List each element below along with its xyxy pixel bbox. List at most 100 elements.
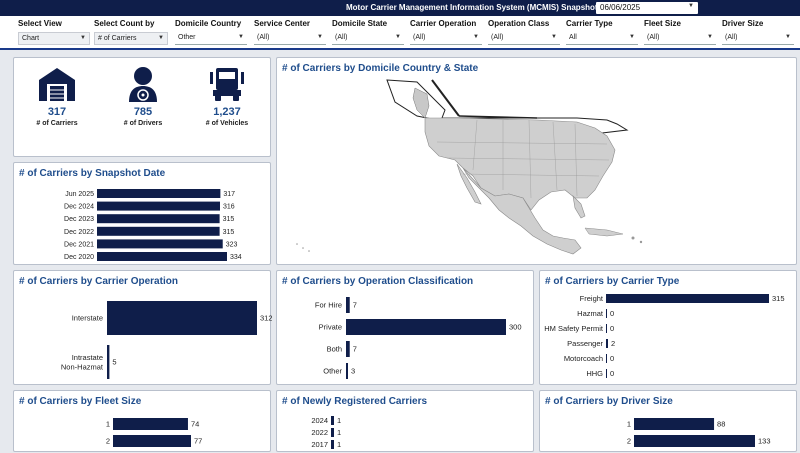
filter-value: Chart bbox=[22, 35, 40, 42]
category-label: Both bbox=[327, 345, 342, 354]
operation-bar-chart: Interstate 312 Intrastate Non-Hazmat 5 bbox=[61, 301, 272, 379]
bar[interactable] bbox=[331, 440, 334, 449]
bar[interactable] bbox=[346, 297, 350, 313]
carrier-type-dropdown[interactable]: All ▼ bbox=[566, 32, 638, 45]
page-title: Motor Carrier Management Information Sys… bbox=[346, 3, 620, 12]
driver-chart-card: # of Carriers by Driver Size 1 88 2 133 bbox=[539, 390, 797, 452]
category-label: Interstate bbox=[72, 314, 103, 323]
snapshot-date-select[interactable]: 06/06/2025 ▼ bbox=[596, 2, 698, 14]
bar[interactable] bbox=[97, 252, 227, 261]
bar[interactable] bbox=[606, 294, 769, 303]
filter-carrier-type: Carrier Type All ▼ bbox=[566, 19, 638, 45]
bar[interactable] bbox=[97, 226, 220, 236]
filter-label: Select View bbox=[18, 19, 62, 28]
chart-title: # of Carriers by Driver Size bbox=[545, 396, 673, 407]
chevron-down-icon: ▼ bbox=[395, 34, 401, 40]
category-label: Dec 2020 bbox=[64, 254, 94, 261]
newreg-bar-chart: 2024 1 2022 1 2017 1 bbox=[311, 416, 341, 449]
filter-value: # of Carriers bbox=[98, 35, 137, 42]
bar[interactable] bbox=[97, 201, 220, 211]
truck-icon bbox=[210, 68, 244, 101]
select-view-dropdown[interactable]: Chart ▼ bbox=[18, 32, 90, 45]
bar[interactable] bbox=[331, 416, 334, 425]
data-label: 312 bbox=[260, 314, 272, 323]
bar[interactable] bbox=[346, 319, 506, 335]
filter-label: Service Center bbox=[254, 19, 311, 28]
bar[interactable] bbox=[634, 435, 755, 447]
category-label: Hazmat bbox=[577, 309, 604, 318]
chevron-down-icon: ▼ bbox=[317, 34, 323, 40]
mexico[interactable] bbox=[462, 167, 582, 255]
chevron-down-icon: ▼ bbox=[785, 34, 791, 40]
bar[interactable] bbox=[634, 418, 715, 430]
filter-label: Domicile State bbox=[332, 19, 388, 28]
us-canada-border bbox=[458, 115, 538, 119]
driver-icon bbox=[129, 67, 157, 102]
category-label: Intrastate Non-Hazmat bbox=[61, 353, 104, 372]
florida bbox=[572, 195, 586, 219]
domicile-state-dropdown[interactable]: (All) ▼ bbox=[332, 32, 404, 45]
bar[interactable] bbox=[346, 363, 348, 379]
chevron-down-icon: ▼ bbox=[238, 34, 244, 40]
filter-driver-size: Driver Size (All) ▼ bbox=[722, 19, 794, 45]
bar[interactable] bbox=[107, 345, 110, 379]
island-dot bbox=[308, 250, 310, 252]
data-label: 300 bbox=[509, 323, 522, 332]
kpi-label: # of Carriers bbox=[36, 120, 78, 127]
bar[interactable] bbox=[606, 354, 607, 363]
category-label: For Hire bbox=[315, 301, 342, 310]
building-icon bbox=[39, 68, 75, 101]
bar[interactable] bbox=[97, 189, 221, 198]
kpi-value: 317 bbox=[47, 106, 67, 118]
opclass-chart-card: # of Carriers by Operation Classificatio… bbox=[276, 270, 534, 385]
bar[interactable] bbox=[606, 369, 607, 378]
count-by-dropdown[interactable]: # of Carriers ▼ bbox=[94, 32, 168, 45]
category-label: 1 bbox=[106, 420, 110, 429]
category-label: Dec 2022 bbox=[64, 229, 94, 236]
service-center-dropdown[interactable]: (All) ▼ bbox=[254, 32, 326, 45]
bar[interactable] bbox=[107, 301, 257, 335]
filter-label: Fleet Size bbox=[644, 19, 681, 28]
filter-value: (All) bbox=[647, 34, 660, 41]
data-label: 2 bbox=[611, 339, 615, 348]
fleet-size-dropdown[interactable]: (All) ▼ bbox=[644, 32, 716, 45]
operation-class-dropdown[interactable]: (All) ▼ bbox=[488, 32, 560, 45]
bar[interactable] bbox=[346, 341, 350, 357]
category-label: Jun 2025 bbox=[65, 191, 94, 198]
bar[interactable] bbox=[97, 239, 223, 249]
chevron-down-icon: ▼ bbox=[707, 34, 713, 40]
category-label: 2 bbox=[627, 437, 631, 446]
kpi-vehicles: 1,237 # of Vehicles bbox=[192, 66, 262, 127]
filter-domicile-state: Domicile State (All) ▼ bbox=[332, 19, 404, 45]
category-label: Freight bbox=[580, 294, 604, 303]
data-label: 7 bbox=[353, 301, 357, 310]
island-dot bbox=[302, 247, 304, 249]
bar[interactable] bbox=[606, 309, 607, 318]
category-label: Dec 2023 bbox=[64, 216, 94, 223]
bar[interactable] bbox=[606, 339, 608, 348]
kpi-label: # of Vehicles bbox=[205, 120, 249, 127]
data-label: 315 bbox=[223, 229, 235, 236]
carriertype-bar-chart: Freight 315 Hazmat 0 HM Safety Permit 0 Passen… bbox=[544, 294, 785, 378]
newreg-chart-card: # of Newly Registered Carriers 2024 1 2022… bbox=[276, 390, 534, 452]
bar[interactable] bbox=[113, 435, 191, 447]
filter-bar: Select View Chart ▼ Select Count by # of … bbox=[0, 16, 800, 50]
bar[interactable] bbox=[113, 418, 188, 430]
north-america-map[interactable] bbox=[277, 58, 798, 266]
usa[interactable] bbox=[424, 117, 616, 211]
snapshot-bar-chart: Jun 2025 317 Dec 2024 316 Dec 2023 315 Dec 202… bbox=[64, 189, 242, 261]
carrier-operation-dropdown[interactable]: (All) ▼ bbox=[410, 32, 482, 45]
filter-count-by: Select Count by # of Carriers ▼ bbox=[94, 19, 168, 45]
bar[interactable] bbox=[331, 428, 334, 437]
snapshot-chart-card: # of Carriers by Snapshot Date Jun 2025 3… bbox=[13, 162, 271, 265]
bar[interactable] bbox=[606, 324, 607, 333]
canada-outline bbox=[431, 79, 460, 117]
data-label: 317 bbox=[223, 191, 235, 198]
category-label: 2 bbox=[106, 437, 110, 446]
data-label: 5 bbox=[112, 358, 116, 367]
domicile-country-dropdown[interactable]: Other ▼ bbox=[175, 32, 247, 45]
filter-value: All bbox=[569, 34, 577, 41]
bar[interactable] bbox=[97, 214, 220, 224]
data-label: 3 bbox=[351, 367, 355, 376]
driver-size-dropdown[interactable]: (All) ▼ bbox=[722, 32, 794, 45]
